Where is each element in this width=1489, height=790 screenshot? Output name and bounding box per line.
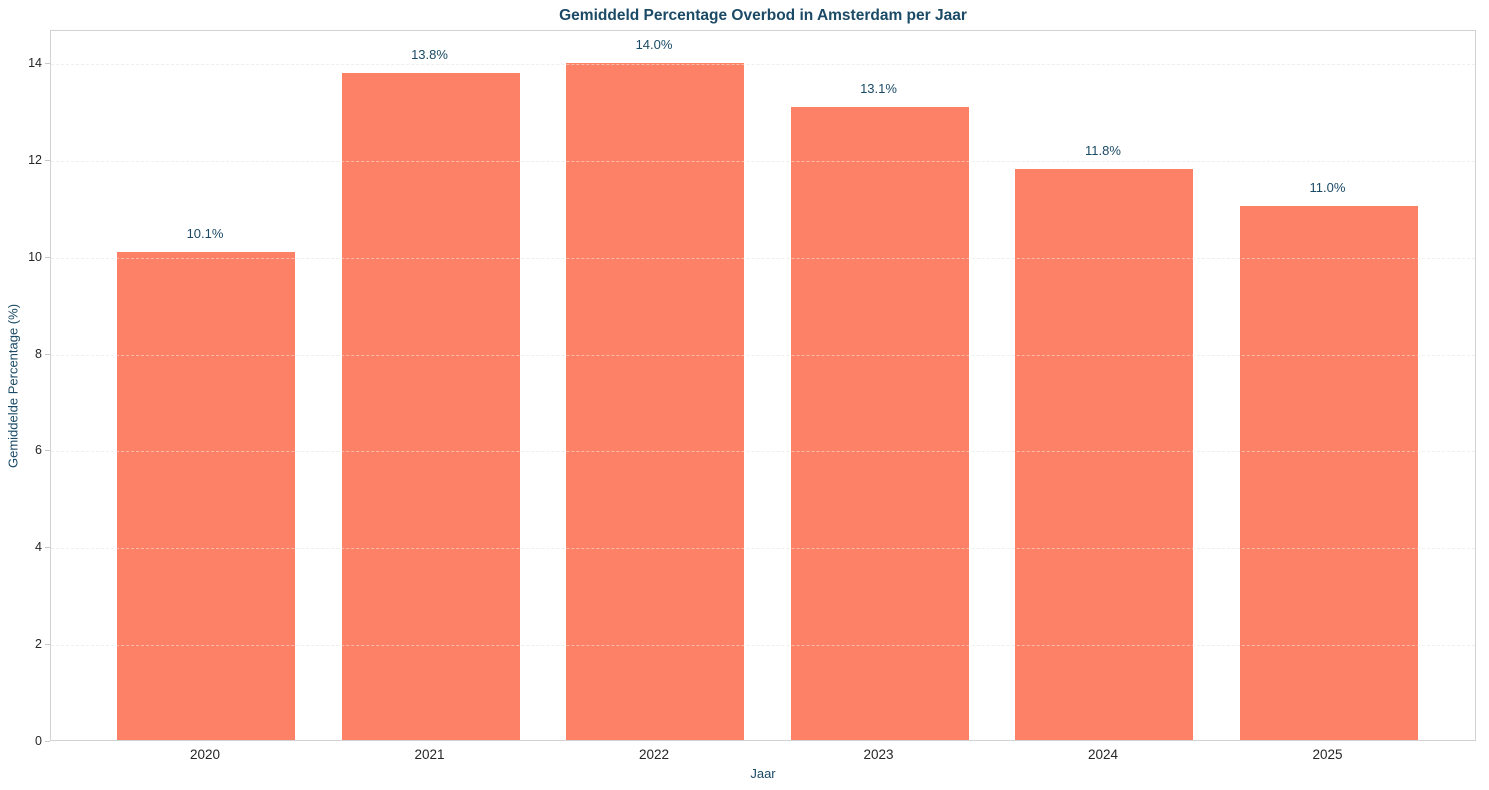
bar-value-label-2022: 14.0% xyxy=(635,37,673,53)
x-tick-label-2022: 2022 xyxy=(638,747,670,762)
gridline-y-14 xyxy=(51,63,1475,65)
bar-value-label-2025: 11.0% xyxy=(1309,180,1346,196)
chart-title: Gemiddeld Percentage Overbod in Amsterda… xyxy=(559,7,967,24)
x-tick-label-2020: 2020 xyxy=(189,747,221,762)
gridline-y-4 xyxy=(51,548,1475,550)
x-tick-label-2025: 2025 xyxy=(1312,747,1343,762)
y-tick-mark-8 xyxy=(45,353,50,355)
plot-area xyxy=(50,30,1476,741)
bar-value-label-2023: 13.1% xyxy=(860,81,897,97)
y-tick-mark-14 xyxy=(45,62,50,64)
gridline-y-12 xyxy=(51,160,1475,162)
bar-2024 xyxy=(1015,168,1193,740)
x-axis-label: Jaar xyxy=(750,766,776,781)
bar-value-label-2024: 11.8% xyxy=(1085,142,1121,158)
gridline-y-2 xyxy=(51,645,1475,647)
gridline-y-8 xyxy=(51,354,1475,356)
y-tick-label-4: 4 xyxy=(35,540,42,555)
y-tick-label-6: 6 xyxy=(35,443,42,458)
y-axis-label: Gemiddelde Percentage (%) xyxy=(5,303,21,468)
gridline-y-10 xyxy=(51,257,1475,259)
bar-value-label-2020: 10.1% xyxy=(186,226,224,242)
gridline-y-2 xyxy=(51,645,1475,647)
y-tick-mark-10 xyxy=(45,256,50,258)
gridline-y-10 xyxy=(51,257,1475,259)
y-tick-mark-4 xyxy=(45,547,50,549)
bar-value-label-2021: 13.8% xyxy=(411,46,448,62)
gridline-y-14 xyxy=(51,63,1475,65)
y-tick-mark-6 xyxy=(45,450,50,452)
gridline-y-12 xyxy=(51,160,1475,162)
gridline-y-6 xyxy=(51,451,1475,453)
y-tick-label-14: 14 xyxy=(28,55,42,70)
y-tick-mark-12 xyxy=(45,159,50,161)
x-tick-label-2021: 2021 xyxy=(414,747,445,762)
gridline-y-4 xyxy=(51,548,1475,550)
x-tick-label-2024: 2024 xyxy=(1087,747,1119,762)
y-tick-label-8: 8 xyxy=(35,346,42,361)
y-tick-label-10: 10 xyxy=(28,249,42,264)
bar-2023 xyxy=(790,107,969,740)
y-tick-label-0: 0 xyxy=(35,734,42,748)
y-tick-label-2: 2 xyxy=(35,637,42,652)
y-tick-mark-0 xyxy=(45,741,50,742)
bar-2022 xyxy=(566,63,744,740)
gridline-y-6 xyxy=(51,451,1475,453)
bar-2025 xyxy=(1239,206,1418,740)
x-tick-label-2023: 2023 xyxy=(863,747,894,762)
bar-2021 xyxy=(341,72,520,740)
y-tick-label-12: 12 xyxy=(28,152,42,167)
bar-2020 xyxy=(117,252,295,740)
y-tick-mark-2 xyxy=(45,644,50,646)
gridline-y-8 xyxy=(51,354,1475,356)
